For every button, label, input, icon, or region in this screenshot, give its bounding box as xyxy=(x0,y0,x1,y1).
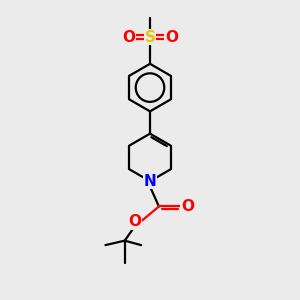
Text: O: O xyxy=(181,199,194,214)
Text: N: N xyxy=(144,174,156,189)
Text: O: O xyxy=(165,30,178,45)
Text: S: S xyxy=(145,30,155,45)
Text: O: O xyxy=(128,214,141,229)
Text: O: O xyxy=(122,30,135,45)
